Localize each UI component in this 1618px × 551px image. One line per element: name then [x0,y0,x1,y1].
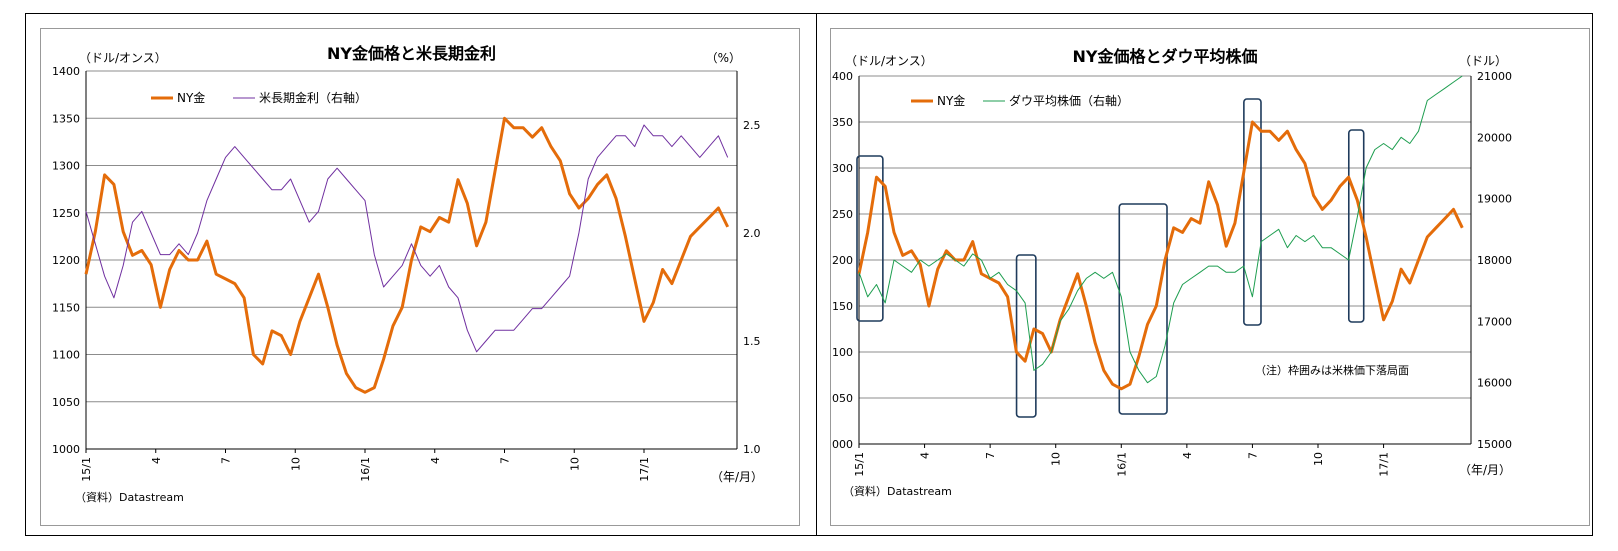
x-tick-label: 16/1 [1115,452,1128,477]
x-tick-label: 10 [1050,452,1063,466]
y-left-tick-label: 1000 [52,443,80,456]
y-left-tick-label: 1200 [52,254,80,267]
x-tick-label: 7 [220,457,233,464]
outer-frame [25,13,1593,536]
chart-source: （資料）Datastream [843,484,952,498]
y-right-unit: （ドル） [1459,54,1507,68]
x-unit: （年/月） [1459,463,1511,477]
series-line-secondary [858,75,1463,384]
y-left-tick-label: 1050 [52,396,80,409]
y-left-tick-label: 1200 [831,254,853,267]
x-tick-label: 7 [499,457,512,464]
y-right-tick-label: 2.0 [743,227,761,240]
series-line-gold [84,116,730,394]
x-tick-label: 4 [919,452,932,459]
x-tick-label: 15/1 [853,452,866,477]
x-tick-label: 15/1 [80,457,93,482]
x-tick-label: 4 [429,457,442,464]
panel-divider [816,13,817,536]
chart-svg-gold-dow: NY金価格とダウ平均株価 （ドル/オンス） （ドル） 1000 1050 1100 1150… [831,47,1512,498]
y-left-unit: （ドル/オンス） [845,54,933,68]
highlight-box [1015,254,1037,418]
x-unit: （年/月） [711,470,763,484]
x-tick-label: 17/1 [1378,452,1391,477]
x-tick-label: 10 [289,457,302,471]
legend-label: NY金 [937,93,965,108]
legend-label: ダウ平均株価（右軸） [1009,93,1129,108]
y-right-tick-label: 21000 [1477,70,1512,83]
y-left-tick-label: 1050 [831,392,853,405]
x-tick-label: 4 [1181,452,1194,459]
y-left-tick-label: 1250 [831,208,853,221]
y-left-tick-label: 1000 [831,438,853,451]
chart-annotation: （注）枠囲みは米株価下落局面 [1255,363,1409,377]
series-line-secondary [85,124,729,353]
y-left-tick-label: 1150 [52,301,80,314]
y-left-unit: （ドル/オンス） [79,51,167,65]
x-tick-label: 7 [984,452,997,459]
legend-label: NY金 [177,90,205,105]
y-left-tick-label: 1300 [52,160,80,173]
y-left-tick-label: 1400 [52,65,80,78]
x-tick-label: 4 [150,457,163,464]
y-left-tick-label: 1100 [831,346,853,359]
y-right-unit: （%） [706,51,741,65]
y-right-tick-label: 1.0 [743,443,761,456]
x-tick-label: 16/1 [359,457,372,482]
highlight-box [856,155,884,322]
y-left-tick-label: 1350 [52,112,80,125]
series-line-gold [857,120,1464,391]
y-right-tick-label: 15000 [1477,438,1512,451]
chart-title: NY金価格とダウ平均株価 [1073,47,1258,66]
y-left-tick-label: 1350 [831,116,853,129]
chart-title: NY金価格と米長期金利 [327,44,496,63]
y-right-tick-label: 16000 [1477,377,1512,390]
y-left-tick-label: 1250 [52,207,80,220]
legend-label: 米長期金利（右軸） [259,90,367,105]
y-left-tick-label: 1300 [831,162,853,175]
y-right-tick-label: 17000 [1477,315,1512,328]
chart-panel-gold-yield: NY金価格と米長期金利 （ドル/オンス） （%） 1000 1050 1100 1150 12… [40,28,800,526]
x-tick-label: 10 [568,457,581,471]
y-right-tick-label: 1.5 [743,335,761,348]
x-tick-label: 10 [1312,452,1325,466]
y-right-tick-label: 2.5 [743,119,761,132]
y-left-tick-label: 1100 [52,349,80,362]
chart-source: （資料）Datastream [75,490,184,504]
y-left-tick-label: 1150 [831,300,853,313]
y-left-tick-label: 1400 [831,70,853,83]
x-tick-label: 7 [1246,452,1259,459]
highlight-box [1243,98,1262,326]
y-right-tick-label: 18000 [1477,254,1512,267]
chart-svg-gold-yield: NY金価格と米長期金利 （ドル/オンス） （%） 1000 1050 1100 1150 12… [52,44,763,504]
x-tick-label: 17/1 [638,457,651,482]
y-right-tick-label: 20000 [1477,131,1512,144]
highlight-box [1347,129,1365,323]
chart-panel-gold-dow: NY金価格とダウ平均株価 （ドル/オンス） （ドル） 1000 1050 1100 1150… [830,28,1590,526]
y-right-tick-label: 19000 [1477,193,1512,206]
highlight-box [1118,203,1168,415]
